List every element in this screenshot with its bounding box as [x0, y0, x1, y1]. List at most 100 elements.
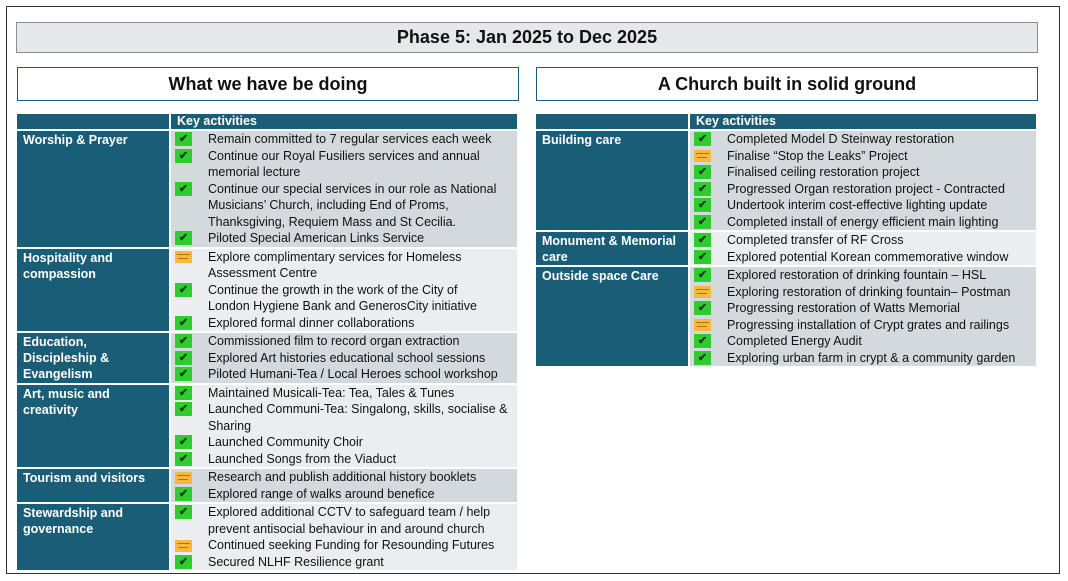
activity-text-line: Completed transfer of RF Cross	[727, 233, 904, 247]
activity-text: Completed install of energy efficient ma…	[711, 214, 998, 231]
right-table-header: Key activities	[536, 114, 1036, 129]
activity-item: ✔ Explored additional CCTV to safeguard t…	[171, 504, 517, 537]
activity-text: Continue the growth in the work of the C…	[192, 282, 477, 315]
activity-text-line: Continue our Royal Fusiliers services an…	[208, 148, 480, 163]
activity-item: ✔ Piloted Humani-Tea / Local Heroes schoo…	[171, 366, 517, 383]
left-activity-list: ✔ Explored additional CCTV to safeguard t…	[169, 504, 517, 570]
category-label-line: Tourism and visitors	[23, 471, 146, 485]
checkmark-icon-shape: ✔	[694, 233, 711, 247]
activity-text: Piloted Special American Links Service	[192, 230, 424, 247]
category-label-line: Hospitality and	[23, 250, 113, 265]
activity-item: ✔ Piloted Special American Links Service	[171, 230, 517, 247]
checkmark-icon: ✔	[175, 334, 192, 348]
activity-text-line: Piloted Special American Links Service	[208, 231, 425, 245]
left-activities-table: Key activities Worship & Prayer ✔ Remain c…	[17, 114, 517, 570]
activity-text: Explored restoration of drinking fountai…	[711, 267, 986, 284]
activity-text-line: Thanksgiving, Requiem Mass and St Cecili…	[208, 214, 457, 229]
activity-item: ✔ Explored restoration of drinking founta…	[690, 267, 1036, 284]
category-label-line: Building care	[542, 133, 622, 147]
checkmark-icon-shape: ✔	[694, 249, 711, 264]
left-table-body: Worship & Prayer ✔ Remain committed to 7 r…	[17, 129, 517, 570]
activity-item: ✔ Launched Communi-Tea: Singalong, skills…	[171, 401, 517, 434]
category-label-line: creativity	[23, 402, 78, 417]
left-category-label: Art, music and creativity	[17, 384, 169, 467]
activity-item: Exploring restoration of drinking founta…	[690, 284, 1036, 301]
checkmark-icon: ✔	[694, 233, 711, 247]
checkmark-icon-shape: ✔	[175, 367, 192, 381]
sticky-note-icon	[175, 250, 192, 264]
left-category-group: Stewardship and governance ✔ Explored addit…	[17, 502, 517, 570]
activity-item: ✔ Completed transfer of RF Cross	[690, 232, 1036, 249]
category-label-line: Stewardship and	[23, 506, 124, 520]
left-header-blank	[17, 114, 169, 129]
right-category-group: Outside space Care ✔ Explored restoration …	[536, 265, 1036, 366]
left-heading-text: What we have be doing	[168, 73, 368, 94]
left-category-group: Worship & Prayer ✔ Remain committed to 7 r…	[17, 129, 517, 247]
activity-text-line: Remain committed to 7 regular services e…	[208, 132, 492, 146]
right-header-blank	[536, 114, 688, 129]
checkmark-icon: ✔	[175, 486, 192, 501]
checkmark-icon: ✔	[694, 249, 711, 264]
activity-text-line: Explored restoration of drinking fountai…	[727, 268, 987, 282]
activity-text: Commissioned film to record organ extrac…	[192, 333, 460, 350]
category-label-line: Art, music and	[23, 386, 110, 401]
activity-text-line: Maintained Musicali-Tea: Tea, Tales & Tu…	[208, 385, 455, 400]
checkmark-icon: ✔	[175, 315, 192, 330]
checkmark-icon: ✔	[694, 165, 711, 179]
activity-text: Remain committed to 7 regular services e…	[192, 131, 491, 148]
checkmark-icon-shape: ✔	[175, 554, 192, 569]
activity-text: Explored range of walks around benefice	[192, 486, 435, 503]
checkmark-icon-shape: ✔	[694, 132, 711, 146]
checkmark-icon: ✔	[175, 402, 192, 416]
activity-text-line: Continued seeking Funding for Resounding…	[208, 538, 495, 552]
activity-item: ✔ Continue our Royal Fusiliers services a…	[171, 148, 517, 181]
right-category-label: Building care	[536, 131, 688, 230]
activity-text-line: Finalised ceiling restoration project	[727, 165, 920, 179]
activity-text: Progressed Organ restoration project - C…	[711, 181, 1005, 198]
activity-text-line: Launched Community Choir	[208, 435, 363, 449]
checkmark-icon: ✔	[175, 181, 192, 196]
activity-text: Launched Songs from the Viaduct	[192, 451, 396, 468]
activity-text: Secured NLHF Resilience grant	[192, 554, 384, 571]
category-label-line: Evangelism	[23, 367, 93, 381]
activity-item: ✔ Explored range of walks around benefice	[171, 486, 517, 503]
sticky-note-icon	[694, 285, 711, 299]
checkmark-icon: ✔	[175, 148, 192, 163]
checkmark-icon: ✔	[175, 282, 192, 297]
activity-text: Undertook interim cost-effective lightin…	[711, 197, 987, 214]
left-category-group: Education, Discipleship & Evangelism ✔ Commi…	[17, 331, 517, 383]
activity-item: ✔ Maintained Musicali-Tea: Tea, Tales & T…	[171, 385, 517, 402]
left-category-group: Tourism and visitors Research and publish…	[17, 467, 517, 502]
right-table-body: Building care ✔ Completed Model D Steinway…	[536, 129, 1036, 366]
activity-text: Explore complimentary services for Homel…	[192, 249, 462, 282]
activity-text: Progressing restoration of Watts Memoria…	[711, 300, 960, 317]
activity-text-line: Explored additional CCTV to safeguard te…	[208, 505, 491, 519]
activity-item: ✔ Explored potential Korean commemorative…	[690, 249, 1036, 266]
activity-item: ✔ Explored Art histories educational scho…	[171, 350, 517, 367]
activity-item: ✔ Finalised ceiling restoration project	[690, 164, 1036, 181]
category-label-line: governance	[23, 522, 94, 536]
checkmark-icon-shape: ✔	[175, 486, 192, 501]
checkmark-icon-shape: ✔	[175, 132, 192, 146]
activity-text-line: Completed install of energy efficient ma…	[727, 214, 999, 229]
activity-item: ✔ Continue our special services in our ro…	[171, 181, 517, 231]
checkmark-icon: ✔	[175, 505, 192, 519]
left-key-activities-label: Key activities	[169, 114, 517, 129]
activity-text: Progressing installation of Crypt grates…	[711, 317, 1009, 334]
activity-text-line: Assessment Centre	[208, 266, 318, 280]
activity-text: Continue our Royal Fusiliers services an…	[192, 148, 480, 181]
activity-text: Explored formal dinner collaborations	[192, 315, 414, 332]
checkmark-icon: ✔	[694, 350, 711, 365]
right-category-group: Building care ✔ Completed Model D Steinway…	[536, 129, 1036, 230]
activity-text: Explored Art histories educational schoo…	[192, 350, 485, 367]
left-table-header: Key activities	[17, 114, 517, 129]
activity-text-line: Explored Art histories educational schoo…	[208, 350, 486, 365]
activity-text: Completed Model D Steinway restoration	[711, 131, 954, 148]
activity-text-line: Explored formal dinner collaborations	[208, 315, 415, 330]
right-category-label: Outside space Care	[536, 267, 688, 366]
activity-item: ✔ Completed Model D Steinway restoration	[690, 131, 1036, 148]
checkmark-icon-shape: ✔	[175, 435, 192, 449]
activity-text-line: Completed Model D Steinway restoration	[727, 132, 955, 146]
right-heading: A Church built in solid ground	[536, 67, 1038, 101]
checkmark-icon-shape: ✔	[694, 301, 711, 315]
